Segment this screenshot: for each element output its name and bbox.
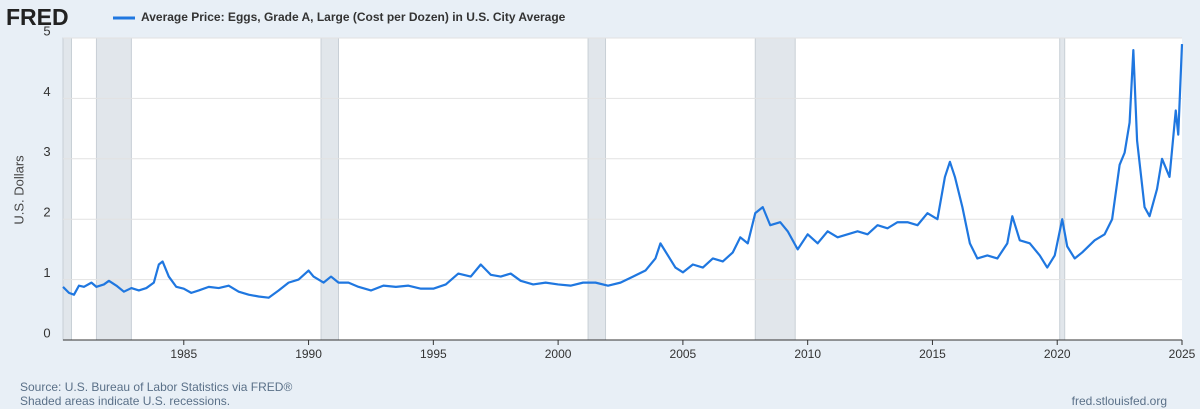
recession-band — [320, 37, 340, 341]
recession-band — [587, 37, 607, 341]
note: Shaded areas indicate U.S. recessions. — [20, 394, 230, 408]
x-tick-label: 2025 — [1169, 347, 1196, 361]
recession-band — [95, 37, 132, 341]
plot-area — [63, 38, 1182, 340]
url: fred.stlouisfed.org — [1072, 394, 1167, 408]
x-tick-label: 2010 — [794, 347, 821, 361]
recession-band — [1059, 37, 1066, 341]
x-tick-label: 1990 — [295, 347, 322, 361]
recession-band — [62, 37, 72, 341]
series-line — [62, 43, 1184, 299]
x-tick-label: 2005 — [670, 347, 697, 361]
x-tick-label: 1985 — [170, 347, 197, 361]
y-tick-label: 2 — [43, 205, 50, 220]
y-tick-label: 0 — [43, 325, 50, 340]
x-tick-label: 2000 — [545, 347, 572, 361]
source: Source: U.S. Bureau of Labor Statistics … — [20, 380, 292, 394]
y-tick-label: 1 — [43, 265, 50, 280]
legend-label: Average Price: Eggs, Grade A, Large (Cos… — [141, 10, 566, 24]
y-tick-label: 3 — [43, 144, 50, 159]
recession-band — [754, 37, 796, 341]
x-tick-label: 2015 — [919, 347, 946, 361]
y-tick-label: 5 — [43, 23, 50, 38]
x-tick-label: 1995 — [420, 347, 447, 361]
y-tick-label: 4 — [43, 84, 50, 99]
y-axis-label: U.S. Dollars — [11, 155, 26, 225]
x-tick-label: 2020 — [1044, 347, 1071, 361]
logo: FRED — [6, 4, 69, 30]
